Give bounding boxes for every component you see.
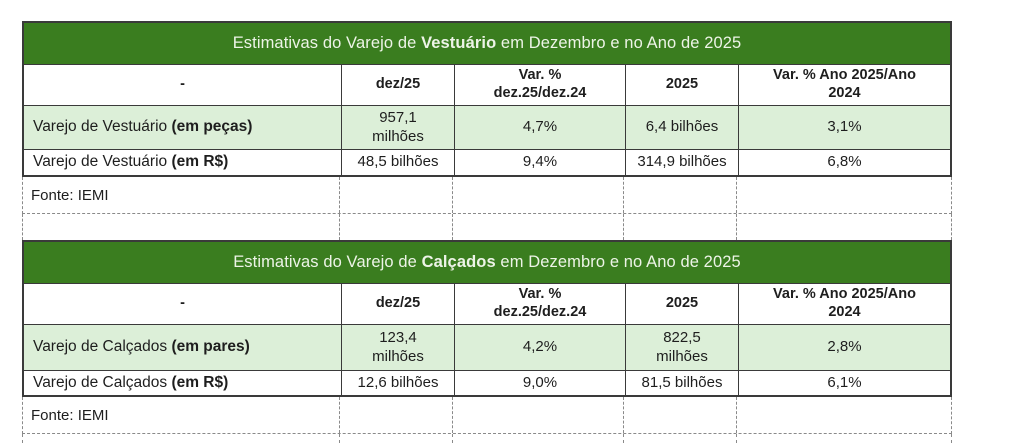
empty-grid-cell <box>624 397 737 433</box>
title-suffix: em Dezembro e no Ano de 2025 <box>495 253 741 271</box>
cell-vestuario-reais-dez25: 48,5 bilhões <box>341 149 454 175</box>
empty-grid-cell <box>737 177 951 213</box>
empty-grid-cell <box>340 214 453 240</box>
header-cell-dez25: dez/25 <box>341 284 454 324</box>
row-label-calcados-reais: Varejo de Calçados (em R$) <box>24 370 341 395</box>
cell-vestuario-pecas-var-ano: 3,1% <box>738 105 950 149</box>
empty-grid-cell <box>23 214 340 240</box>
empty-grid-cell <box>737 214 951 240</box>
header-cell-var-ano: Var. % Ano 2025/Ano 2024 <box>738 284 950 324</box>
source-label: Fonte: IEMI <box>31 406 109 424</box>
cell-calcados-pares-2025: 822,5 milhões <box>625 324 738 370</box>
row-label-text: Varejo de Calçados (em pares) <box>33 338 250 357</box>
title-text: Estimativas do Varejo de Calçados em Dez… <box>233 253 741 272</box>
gridline-tail <box>22 434 952 443</box>
row-label-prefix: Varejo de Vestuário <box>33 153 172 171</box>
header-cell-var-dez: Var. % dez.25/dez.24 <box>454 65 625 105</box>
cell-calcados-pares-dez25: 123,4 milhões <box>341 324 454 370</box>
calcados-grid: - dez/25 Var. % dez.25/dez.24 2025 Var. … <box>24 284 950 395</box>
empty-grid-cell <box>340 434 453 443</box>
empty-grid-cell <box>453 214 624 240</box>
row-label-calcados-pares: Varejo de Calçados (em pares) <box>24 324 341 370</box>
cell-vestuario-reais-2025: 314,9 bilhões <box>625 149 738 175</box>
row-label-vestuario-pecas: Varejo de Vestuário (em peças) <box>24 105 341 149</box>
calcados-table: Estimativas do Varejo de Calçados em Dez… <box>22 240 952 397</box>
cell-vestuario-pecas-2025: 6,4 bilhões <box>625 105 738 149</box>
vestuario-table: Estimativas do Varejo de Vestuário em De… <box>22 21 952 177</box>
row-label-vestuario-reais: Varejo de Vestuário (em R$) <box>24 149 341 175</box>
empty-grid-cell <box>23 434 340 443</box>
row-label-bold: (em R$) <box>171 153 229 171</box>
header-cell-2025: 2025 <box>625 284 738 324</box>
vestuario-source-row: Fonte: IEMI <box>22 177 952 214</box>
source-cell: Fonte: IEMI <box>23 397 340 433</box>
cell-calcados-reais-var-ano: 6,1% <box>738 370 950 395</box>
cell-calcados-reais-dez25: 12,6 bilhões <box>341 370 454 395</box>
report-sheet: Estimativas do Varejo de Vestuário em De… <box>22 21 952 443</box>
empty-grid-cell <box>340 177 453 213</box>
title-text: Estimativas do Varejo de Vestuário em De… <box>233 34 742 53</box>
row-label-text: Varejo de Calçados (em R$) <box>33 374 228 393</box>
title-bold-segment: Calçados <box>421 253 496 271</box>
vestuario-table-title: Estimativas do Varejo de Vestuário em De… <box>24 23 950 65</box>
header-cell-2025: 2025 <box>625 65 738 105</box>
title-prefix: Estimativas do Varejo de <box>233 253 422 271</box>
cell-calcados-pares-var-ano: 2,8% <box>738 324 950 370</box>
empty-grid-cell <box>624 434 737 443</box>
row-label-text: Varejo de Vestuário (em peças) <box>33 118 252 137</box>
empty-grid-cell <box>737 397 951 433</box>
row-label-prefix: Varejo de Calçados <box>33 338 172 356</box>
header-cell-var-dez: Var. % dez.25/dez.24 <box>454 284 625 324</box>
empty-grid-cell <box>340 397 453 433</box>
cell-calcados-reais-2025: 81,5 bilhões <box>625 370 738 395</box>
row-label-prefix: Varejo de Vestuário <box>33 118 172 136</box>
cell-calcados-pares-var-dez: 4,2% <box>454 324 625 370</box>
cell-vestuario-pecas-var-dez: 4,7% <box>454 105 625 149</box>
cell-vestuario-reais-var-dez: 9,4% <box>454 149 625 175</box>
empty-grid-cell <box>737 434 951 443</box>
header-cell-dez25: dez/25 <box>341 65 454 105</box>
header-cell-metric: - <box>24 65 341 105</box>
calcados-table-title: Estimativas do Varejo de Calçados em Dez… <box>24 242 950 284</box>
title-bold-segment: Vestuário <box>421 34 497 52</box>
vestuario-grid: - dez/25 Var. % dez.25/dez.24 2025 Var. … <box>24 65 950 175</box>
gridline-spacer <box>22 214 952 240</box>
empty-grid-cell <box>624 177 737 213</box>
source-cell: Fonte: IEMI <box>23 177 340 213</box>
title-prefix: Estimativas do Varejo de <box>232 34 422 52</box>
cell-vestuario-pecas-dez25: 957,1 milhões <box>341 105 454 149</box>
empty-grid-cell <box>453 434 624 443</box>
row-label-bold: (em R$) <box>171 373 229 391</box>
cell-vestuario-reais-var-ano: 6,8% <box>738 149 950 175</box>
calcados-source-row: Fonte: IEMI <box>22 397 952 434</box>
row-label-text: Varejo de Vestuário (em R$) <box>33 153 228 172</box>
header-cell-var-ano: Var. % Ano 2025/Ano 2024 <box>738 65 950 105</box>
empty-grid-cell <box>453 397 624 433</box>
row-label-prefix: Varejo de Calçados <box>33 373 172 391</box>
title-suffix: em Dezembro e no Ano de 2025 <box>496 34 742 52</box>
header-cell-metric: - <box>24 284 341 324</box>
empty-grid-cell <box>453 177 624 213</box>
empty-grid-cell <box>624 214 737 240</box>
row-label-bold: (em peças) <box>171 118 253 136</box>
cell-calcados-reais-var-dez: 9,0% <box>454 370 625 395</box>
row-label-bold: (em pares) <box>171 338 250 356</box>
source-label: Fonte: IEMI <box>31 186 109 204</box>
